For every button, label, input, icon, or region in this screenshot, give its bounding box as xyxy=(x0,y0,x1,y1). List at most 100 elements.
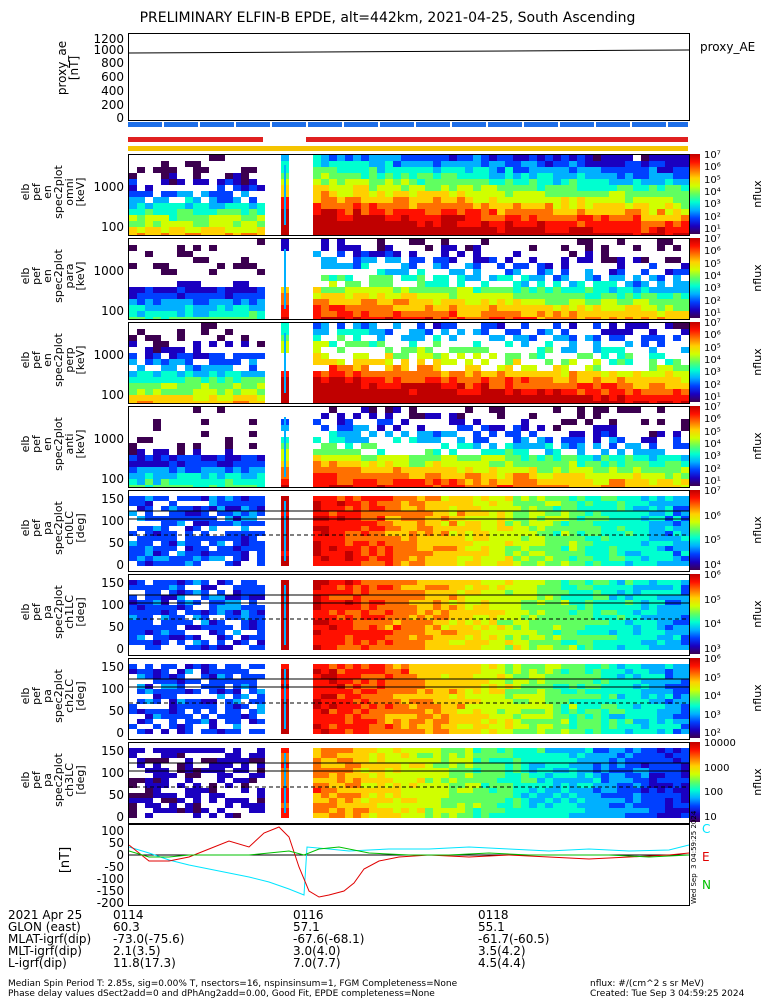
spectrogram-cell xyxy=(225,679,233,684)
spectrogram-cell xyxy=(385,536,393,541)
spectrogram-cell xyxy=(633,496,641,501)
spectrogram-cell xyxy=(337,197,345,203)
spectrogram-cell xyxy=(657,317,665,319)
spectrogram-cell xyxy=(529,443,537,449)
spectrogram-cell xyxy=(473,257,481,263)
spectrogram-cell xyxy=(561,173,569,179)
spectrogram-cell xyxy=(641,610,649,615)
spectrogram-cell xyxy=(593,293,601,299)
spectrogram-cell xyxy=(529,377,537,383)
spectrogram-cell xyxy=(385,669,393,674)
spectrogram-cell xyxy=(537,305,545,311)
spectrogram-cell xyxy=(257,215,265,221)
spectrogram-cell xyxy=(625,287,633,293)
spectrogram-cell xyxy=(449,419,457,425)
spectrogram-cell xyxy=(249,689,257,694)
spectrogram-cell xyxy=(577,281,585,287)
spectrogram-cell xyxy=(433,536,441,541)
spectrogram-cell xyxy=(177,541,185,546)
spectrogram-cell xyxy=(497,541,505,546)
spectrogram-cell xyxy=(249,541,257,546)
spectrogram-cell xyxy=(481,521,489,526)
spectrogram-cell xyxy=(329,341,337,347)
spectrogram-cell xyxy=(561,155,569,161)
spectrogram-cell xyxy=(417,317,425,319)
colorbar xyxy=(690,238,700,318)
spectrogram-cell xyxy=(361,221,369,227)
spectrogram-cell xyxy=(201,585,209,590)
spectrogram-cell xyxy=(601,501,609,506)
spectrogram-cell xyxy=(553,496,561,501)
spectrogram-cell xyxy=(529,645,537,650)
spectrogram-cell xyxy=(217,590,225,595)
spectrogram-cell xyxy=(409,275,417,281)
spectrogram-cell xyxy=(481,699,489,704)
spectrogram-cell xyxy=(177,699,185,704)
spectrogram-cell xyxy=(473,233,481,235)
spectrogram-cell xyxy=(665,269,673,275)
spectrogram-cell xyxy=(177,251,185,257)
spectrogram-cell xyxy=(561,536,569,541)
spectrogram-cell xyxy=(241,615,249,620)
spectrogram-cell xyxy=(401,161,409,167)
spectrogram-cell xyxy=(673,467,681,473)
spectrogram-cell xyxy=(433,353,441,359)
spectrogram-cell xyxy=(329,511,337,516)
spectrogram-cell xyxy=(553,526,561,531)
spectrogram-cell xyxy=(129,724,137,729)
spectrogram-cell xyxy=(417,496,425,501)
spectrogram-cell xyxy=(561,485,569,487)
spectrogram-cell xyxy=(529,479,537,485)
spectrogram-cell xyxy=(353,664,361,669)
spectrogram-cell xyxy=(161,714,169,719)
spectrogram-cell xyxy=(665,257,673,263)
spectrogram-cell xyxy=(425,215,433,221)
spectrogram-cell xyxy=(417,389,425,395)
spectrogram-cell xyxy=(233,630,241,635)
spectrogram-cell xyxy=(409,287,417,293)
spectrogram-cell xyxy=(145,395,153,401)
spectrogram-cell xyxy=(225,401,233,403)
spectrogram-cell xyxy=(513,496,521,501)
spectrogram-cell xyxy=(649,209,657,215)
spectrogram-cell xyxy=(657,580,665,585)
spectrogram-cell xyxy=(657,625,665,630)
spectrogram-cell xyxy=(665,155,673,161)
spectrogram-cell xyxy=(529,203,537,209)
spectrogram-cell xyxy=(177,395,185,401)
spectrogram-cell xyxy=(241,704,249,709)
spectrogram-cell xyxy=(385,305,393,311)
spectrogram-cell xyxy=(473,674,481,679)
spectrogram-cell xyxy=(193,365,201,371)
spectrogram-cell xyxy=(177,233,185,235)
spectrogram-cell xyxy=(441,263,449,269)
spectrogram-cell xyxy=(129,640,137,645)
spectrogram-cell xyxy=(537,179,545,185)
spectrogram-cell xyxy=(585,269,593,275)
spectrogram-cell xyxy=(249,580,257,585)
spectrogram-cell xyxy=(521,443,529,449)
spectrogram-cell xyxy=(529,401,537,403)
spectrogram-cell xyxy=(489,580,497,585)
spectrogram-cell xyxy=(337,299,345,305)
spectrogram-cell xyxy=(569,359,577,365)
spectrogram-cell xyxy=(473,689,481,694)
spectrogram-cell xyxy=(321,479,329,485)
spectrogram-cell xyxy=(137,635,145,640)
spectrogram-cell xyxy=(169,501,177,506)
spectrogram-cell xyxy=(577,389,585,395)
spectrogram-cell xyxy=(353,551,361,556)
spectrogram-cell xyxy=(425,227,433,233)
spectrogram-cell xyxy=(345,311,353,317)
spectrogram-cell xyxy=(657,335,665,341)
colorbar xyxy=(690,574,700,654)
spectrogram-cell xyxy=(185,365,193,371)
spectrogram-cell xyxy=(681,167,689,173)
spectrogram-cell xyxy=(553,473,561,479)
spectrogram-cell xyxy=(505,536,513,541)
spectrogram-cell xyxy=(361,719,369,724)
spectrogram-cell xyxy=(329,669,337,674)
spectrogram-cell xyxy=(329,551,337,556)
spectrogram-cell xyxy=(513,610,521,615)
spectrogram-cell xyxy=(257,511,265,516)
